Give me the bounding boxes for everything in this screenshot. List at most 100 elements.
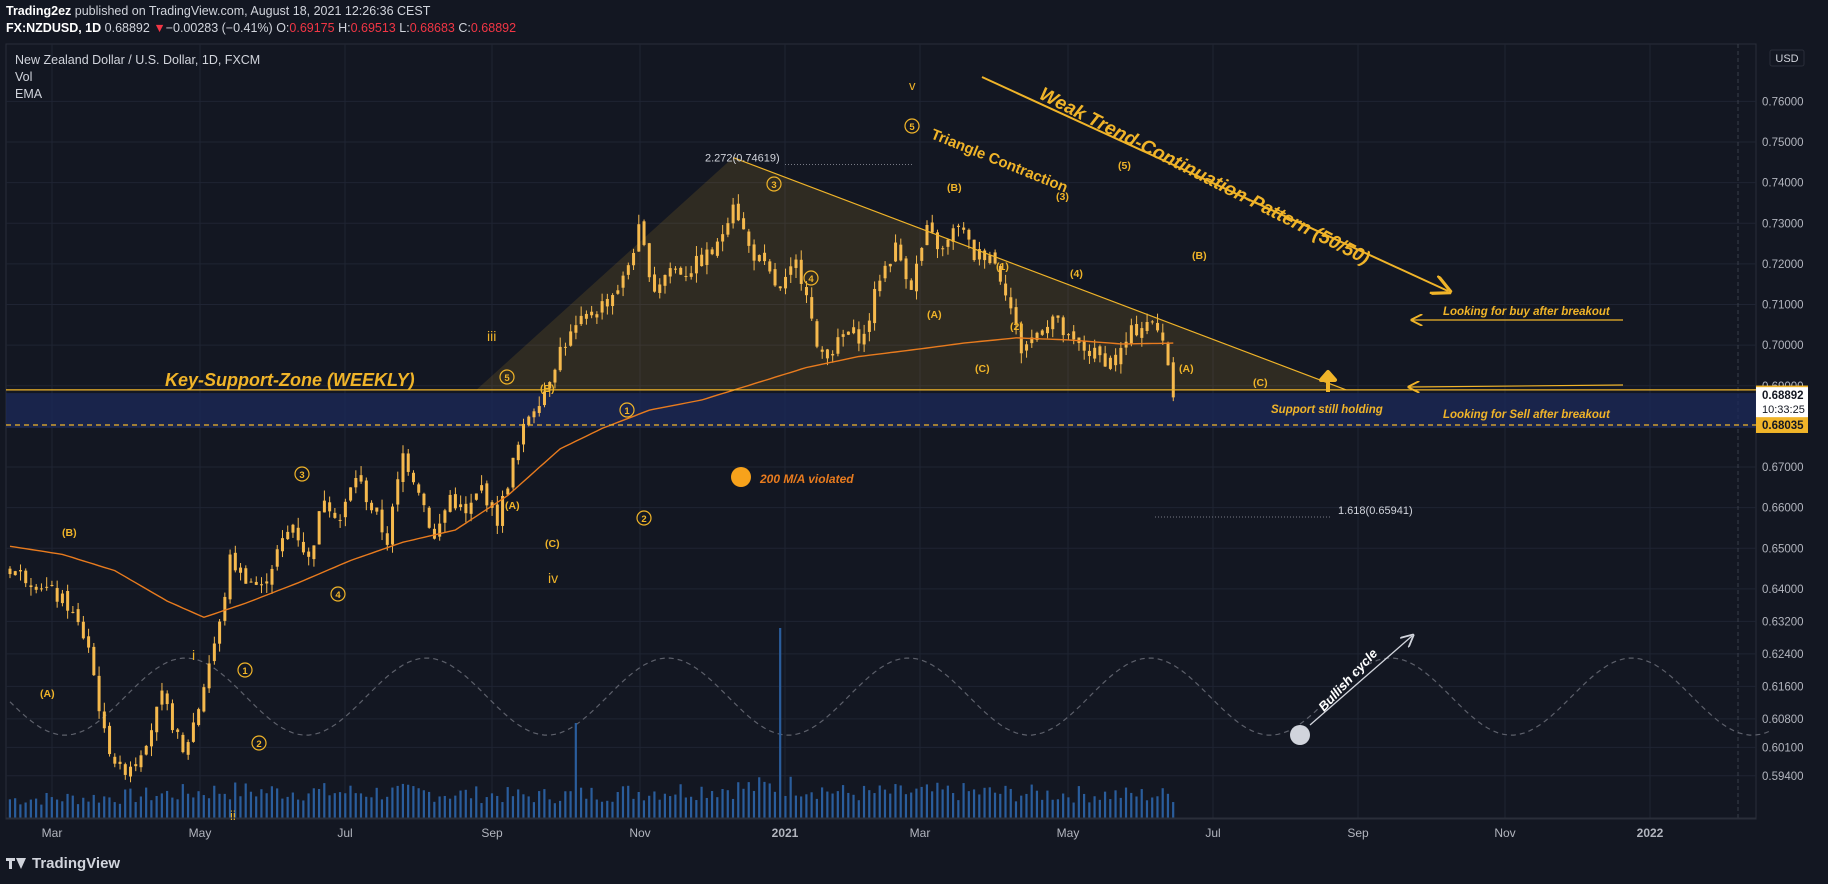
- candle-body: [1129, 325, 1133, 344]
- author-name[interactable]: Trading2ez: [6, 4, 72, 18]
- open-value: 0.69175: [289, 21, 335, 35]
- volume-bar: [1035, 790, 1039, 818]
- volume-bar: [569, 791, 572, 818]
- candle-body: [501, 495, 505, 526]
- volume-bar: [920, 786, 923, 818]
- volume-bar: [737, 782, 740, 818]
- volume-bar: [1083, 793, 1086, 818]
- volume-bar: [422, 790, 425, 818]
- countdown: 10:33:25: [1762, 404, 1805, 416]
- candle-body: [1040, 330, 1044, 335]
- current-price: 0.68892: [1762, 390, 1804, 402]
- volume-bar: [742, 788, 745, 818]
- volume-bar: [878, 785, 881, 818]
- volume-bar: [779, 628, 782, 818]
- candle-body: [710, 249, 714, 255]
- volume-bar: [19, 804, 22, 818]
- time-axis[interactable]: Mar May Jul Sep Nov 2021 Mar May Jul Sep Nov 2022: [6, 817, 1756, 840]
- volume-bar: [695, 800, 698, 818]
- volume-bar: [1077, 786, 1080, 818]
- candle-body: [558, 346, 562, 371]
- volume-bar: [92, 794, 95, 818]
- candle-body: [1145, 322, 1149, 331]
- candle-body: [60, 593, 64, 604]
- candle-body: [66, 590, 70, 611]
- volume-bar: [700, 786, 703, 818]
- volume-bar: [621, 786, 625, 818]
- label-b: (B): [947, 182, 962, 194]
- sell-arrow: [1410, 385, 1624, 387]
- candle-body: [113, 756, 117, 764]
- price-axis[interactable]: 0.76000 0.75000 0.74000 0.73000 0.72000 0.710…: [1762, 96, 1804, 782]
- volume-bar: [747, 782, 750, 818]
- volume-bar: [197, 791, 200, 818]
- volume-bar: [71, 795, 74, 818]
- volume-bar: [993, 792, 997, 818]
- volume-bar: [690, 796, 693, 818]
- candle-body: [432, 528, 436, 539]
- volume-bar: [1140, 789, 1143, 818]
- volume-bar: [506, 787, 509, 818]
- wave-1-circle: [237, 662, 253, 678]
- volume-bar: [386, 796, 389, 818]
- volume-bar: [1166, 793, 1170, 818]
- candle-body: [511, 457, 515, 488]
- volume-bar: [45, 793, 48, 818]
- price-tick: 0.71000: [1762, 300, 1804, 312]
- volume-bar: [611, 801, 614, 818]
- candle-body: [878, 280, 882, 292]
- candle-body: [1161, 332, 1165, 341]
- fib-top-label: 2.272(0.74619): [705, 153, 780, 165]
- published-text: published on TradingView.com, August 18,…: [74, 4, 431, 18]
- candle-body: [401, 453, 405, 482]
- candle-body: [123, 764, 127, 775]
- volume-bar: [255, 796, 258, 818]
- volume-bar: [915, 788, 918, 818]
- candle-body: [836, 337, 840, 354]
- chart-frame: [5, 43, 1757, 820]
- wave-3-circle: [294, 466, 310, 482]
- triangle-resistance-line: [732, 156, 1347, 391]
- tradingview-brand[interactable]: TradingView: [6, 855, 120, 872]
- volume-bar: [297, 799, 300, 818]
- candle-body: [149, 730, 153, 747]
- candle-body: [134, 764, 138, 767]
- candle-body: [1156, 322, 1160, 331]
- time-tick: Mar: [42, 826, 63, 840]
- candle-body: [254, 581, 258, 585]
- volume-bar: [192, 797, 195, 818]
- candle-body: [495, 504, 499, 526]
- candle-body: [13, 571, 17, 576]
- candle-body: [333, 512, 337, 518]
- candle-body: [1066, 334, 1070, 336]
- volume-bar: [438, 796, 441, 818]
- candle-body: [516, 444, 520, 461]
- volume-bar: [1056, 799, 1059, 818]
- volume-bar: [931, 791, 934, 818]
- time-tick: Sep: [1347, 826, 1369, 840]
- candle-body: [1108, 357, 1112, 369]
- volume-bar: [286, 796, 289, 818]
- time-tick: Nov: [629, 826, 650, 840]
- candle-body: [579, 315, 583, 325]
- volume-bar: [281, 798, 284, 818]
- volume-bar: [705, 797, 708, 818]
- volume-bar: [585, 798, 588, 818]
- volume-bar: [684, 797, 687, 818]
- volume-bar: [669, 796, 672, 818]
- volume-bar: [103, 796, 106, 818]
- volume-bar: [763, 781, 766, 818]
- candle-body: [464, 503, 468, 514]
- low-label: L:: [399, 21, 410, 35]
- cycle-low-marker: [1290, 725, 1310, 745]
- volume-bar: [538, 791, 541, 818]
- candle-body: [45, 586, 49, 588]
- label-a: (A): [1179, 363, 1194, 375]
- volume-bar: [648, 795, 651, 818]
- price-tick: 0.70000: [1762, 340, 1804, 352]
- candle-body: [867, 320, 871, 332]
- candle-body: [553, 369, 557, 383]
- volume-bar: [1041, 799, 1044, 818]
- candle-body: [280, 538, 284, 552]
